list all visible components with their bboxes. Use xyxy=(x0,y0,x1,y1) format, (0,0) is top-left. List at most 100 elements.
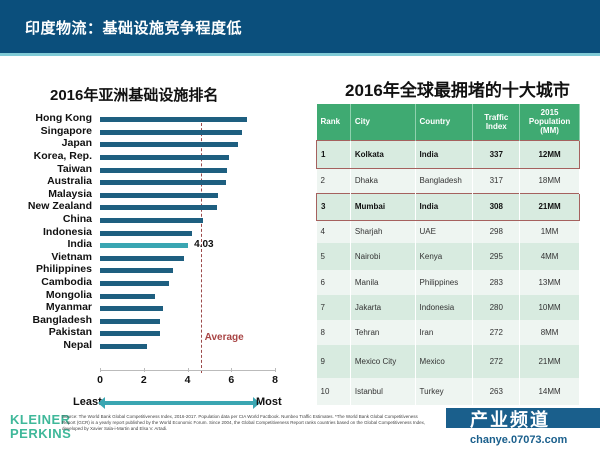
category-label: Australia xyxy=(47,175,92,187)
col-country: Country xyxy=(415,104,474,140)
category-label: New Zealand xyxy=(27,200,92,212)
category-label: Japan xyxy=(61,137,92,149)
category-label: Korea, Rep. xyxy=(33,150,92,162)
cell-pop: 13MM xyxy=(519,270,580,295)
cell-city: Nairobi xyxy=(350,243,416,270)
cell-rank: 9 xyxy=(316,345,351,378)
cell-rank: 6 xyxy=(316,270,351,295)
table-title: 2016年全球最拥堵的十大城市 xyxy=(345,81,570,100)
bar-chart: Average Least Most Hong Kong Singapore Jap… xyxy=(0,106,300,409)
bar xyxy=(100,205,218,210)
table-row: 6 Manila Philippines 283 13MM xyxy=(316,270,580,295)
category-label: Bangladesh xyxy=(32,314,92,326)
cell-traffic: 298 xyxy=(472,220,521,243)
cell-city: Jakarta xyxy=(350,295,416,320)
col-population: 2015 Population (MM) xyxy=(519,104,580,140)
x-tick-label: 2 xyxy=(140,374,147,386)
highlight-value-label: 4.03 xyxy=(194,239,214,250)
least-label: Least xyxy=(73,396,102,408)
category-label: Nepal xyxy=(63,339,92,351)
cell-traffic: 317 xyxy=(472,168,521,193)
col-rank: Rank xyxy=(316,104,351,140)
cell-rank: 2 xyxy=(316,168,351,193)
cell-pop: 21MM xyxy=(519,345,580,378)
x-tick xyxy=(231,368,233,372)
cell-city: Sharjah xyxy=(350,220,416,243)
cell-rank: 8 xyxy=(316,320,351,345)
bar xyxy=(100,155,230,160)
cell-pop: 14MM xyxy=(519,378,580,405)
category-label: India xyxy=(67,238,92,250)
watermark: 产业频道 chanye.07073.com xyxy=(446,404,600,450)
cell-rank: 10 xyxy=(316,378,351,405)
watermark-bar xyxy=(446,408,600,428)
cell-pop: 4MM xyxy=(519,243,580,270)
cell-country: India xyxy=(415,139,474,169)
source-note: Source: The World Bank Global Competitiv… xyxy=(62,414,426,431)
category-label: Taiwan xyxy=(57,163,92,175)
bar xyxy=(100,130,243,135)
x-tick-label: 4 xyxy=(184,374,191,386)
cell-city: Kolkata xyxy=(350,139,416,169)
bar xyxy=(100,306,164,311)
category-label: Myanmar xyxy=(45,301,92,313)
table-row: 2 Dhaka Bangladesh 317 18MM xyxy=(316,168,580,193)
x-tick-label: 0 xyxy=(97,374,103,386)
category-label: Cambodia xyxy=(41,276,92,288)
table-row: 3 Mumbai India 308 21MM xyxy=(316,192,580,221)
bar xyxy=(100,142,238,147)
cell-country: Iran xyxy=(415,320,474,345)
cell-pop: 12MM xyxy=(519,139,580,169)
category-label: China xyxy=(62,213,92,225)
logo-line2: PERKINS xyxy=(10,426,72,441)
cell-rank: 7 xyxy=(316,295,351,320)
category-label: Philippines xyxy=(35,263,92,275)
cell-pop: 8MM xyxy=(519,320,580,345)
cell-city: Mumbai xyxy=(350,192,416,221)
category-label: Pakistan xyxy=(48,326,92,338)
cell-country: Bangladesh xyxy=(415,168,474,193)
table-row: 10 Istanbul Turkey 263 14MM xyxy=(316,378,580,405)
cell-pop: 21MM xyxy=(519,192,580,221)
table-row: 7 Jakarta Indonesia 280 10MM xyxy=(316,295,580,320)
cell-country: Turkey xyxy=(415,378,474,405)
cell-traffic: 272 xyxy=(472,320,521,345)
most-label: Most xyxy=(256,396,282,408)
table-row: 5 Nairobi Kenya 295 4MM xyxy=(316,243,580,270)
bar xyxy=(100,256,185,261)
cell-city: Mexico City xyxy=(350,345,416,378)
table-row: 1 Kolkata India 337 12MM xyxy=(316,139,580,169)
cell-city: Tehran xyxy=(350,320,416,345)
bar xyxy=(100,231,192,236)
bar xyxy=(100,168,227,173)
cell-traffic: 272 xyxy=(472,345,521,378)
col-traffic-index: Traffic Index xyxy=(472,104,521,140)
cell-rank: 1 xyxy=(316,139,351,169)
bar xyxy=(100,268,174,273)
watermark-url: chanye.07073.com xyxy=(470,434,568,446)
bar xyxy=(100,331,161,336)
cell-country: India xyxy=(415,192,474,221)
cell-rank: 3 xyxy=(316,192,351,221)
cell-traffic: 280 xyxy=(472,295,521,320)
x-tick-label: 6 xyxy=(228,374,235,386)
congestion-table: Rank City Country Traffic Index 2015 Pop… xyxy=(316,104,580,405)
cell-pop: 18MM xyxy=(519,168,580,193)
cell-country: UAE xyxy=(415,220,474,243)
cell-city: Istanbul xyxy=(350,378,416,405)
average-label: Average xyxy=(204,332,244,343)
cell-pop: 10MM xyxy=(519,295,580,320)
category-label: Singapore xyxy=(40,125,92,137)
bar xyxy=(100,218,203,223)
page-title: 印度物流：基础设施竞争程度低 xyxy=(25,20,243,37)
bar xyxy=(100,294,155,299)
chart-title: 2016年亚洲基础设施排名 xyxy=(50,87,219,104)
bar xyxy=(100,281,169,286)
average-line xyxy=(200,118,202,373)
table-header-row: Rank City Country Traffic Index 2015 Pop… xyxy=(316,104,580,140)
category-label: Malaysia xyxy=(48,188,92,200)
cell-traffic: 337 xyxy=(472,139,521,169)
bar xyxy=(100,193,219,198)
x-tick xyxy=(187,368,189,372)
x-tick xyxy=(143,368,145,372)
